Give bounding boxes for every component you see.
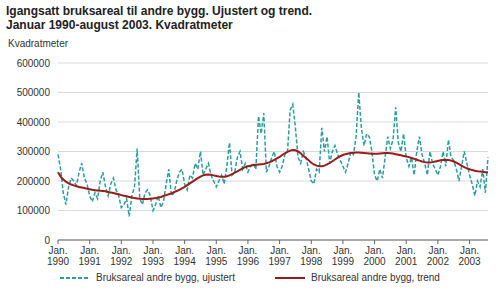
svg-text:200000: 200000 — [17, 176, 51, 187]
svg-text:Jan.1994: Jan.1994 — [174, 245, 197, 267]
svg-text:Jan.1992: Jan.1992 — [110, 245, 133, 267]
svg-text:Jan.1997: Jan.1997 — [268, 245, 291, 267]
html-text:Bruksareal andre bygg, trend: Bruksareal andre bygg, trend — [311, 272, 440, 283]
svg-text:300000: 300000 — [17, 146, 51, 157]
svg-text:Jan.2001: Jan.2001 — [395, 245, 418, 267]
svg-text:Jan.2003: Jan.2003 — [458, 245, 481, 267]
html-text:Bruksareal andre bygg, ujuster: Bruksareal andre bygg, ujustert — [96, 272, 235, 283]
svg-text:Jan.2000: Jan.2000 — [363, 245, 386, 267]
svg-text:Jan.1990: Jan.1990 — [47, 245, 70, 267]
html-text:Kvadratmeter: Kvadratmeter — [8, 38, 68, 49]
svg-text:Jan.1991: Jan.1991 — [79, 245, 102, 267]
svg-text:100000: 100000 — [17, 205, 51, 216]
svg-text:Jan.1993: Jan.1993 — [142, 245, 165, 267]
svg-text:Jan.1996: Jan.1996 — [237, 245, 260, 267]
svg-text:Jan.1999: Jan.1999 — [332, 245, 355, 267]
svg-text:Jan.2002: Jan.2002 — [427, 245, 450, 267]
svg-text:Jan.1998: Jan.1998 — [300, 245, 323, 267]
html-text:Igangsatt bruksareal til andre: Igangsatt bruksareal til andre bygg. Uju… — [6, 4, 313, 32]
svg-text:500000: 500000 — [17, 87, 51, 98]
svg-text:600000: 600000 — [17, 58, 51, 69]
svg-text:Jan.1995: Jan.1995 — [205, 245, 228, 267]
svg-text:400000: 400000 — [17, 117, 51, 128]
svg-text:0: 0 — [44, 235, 50, 246]
